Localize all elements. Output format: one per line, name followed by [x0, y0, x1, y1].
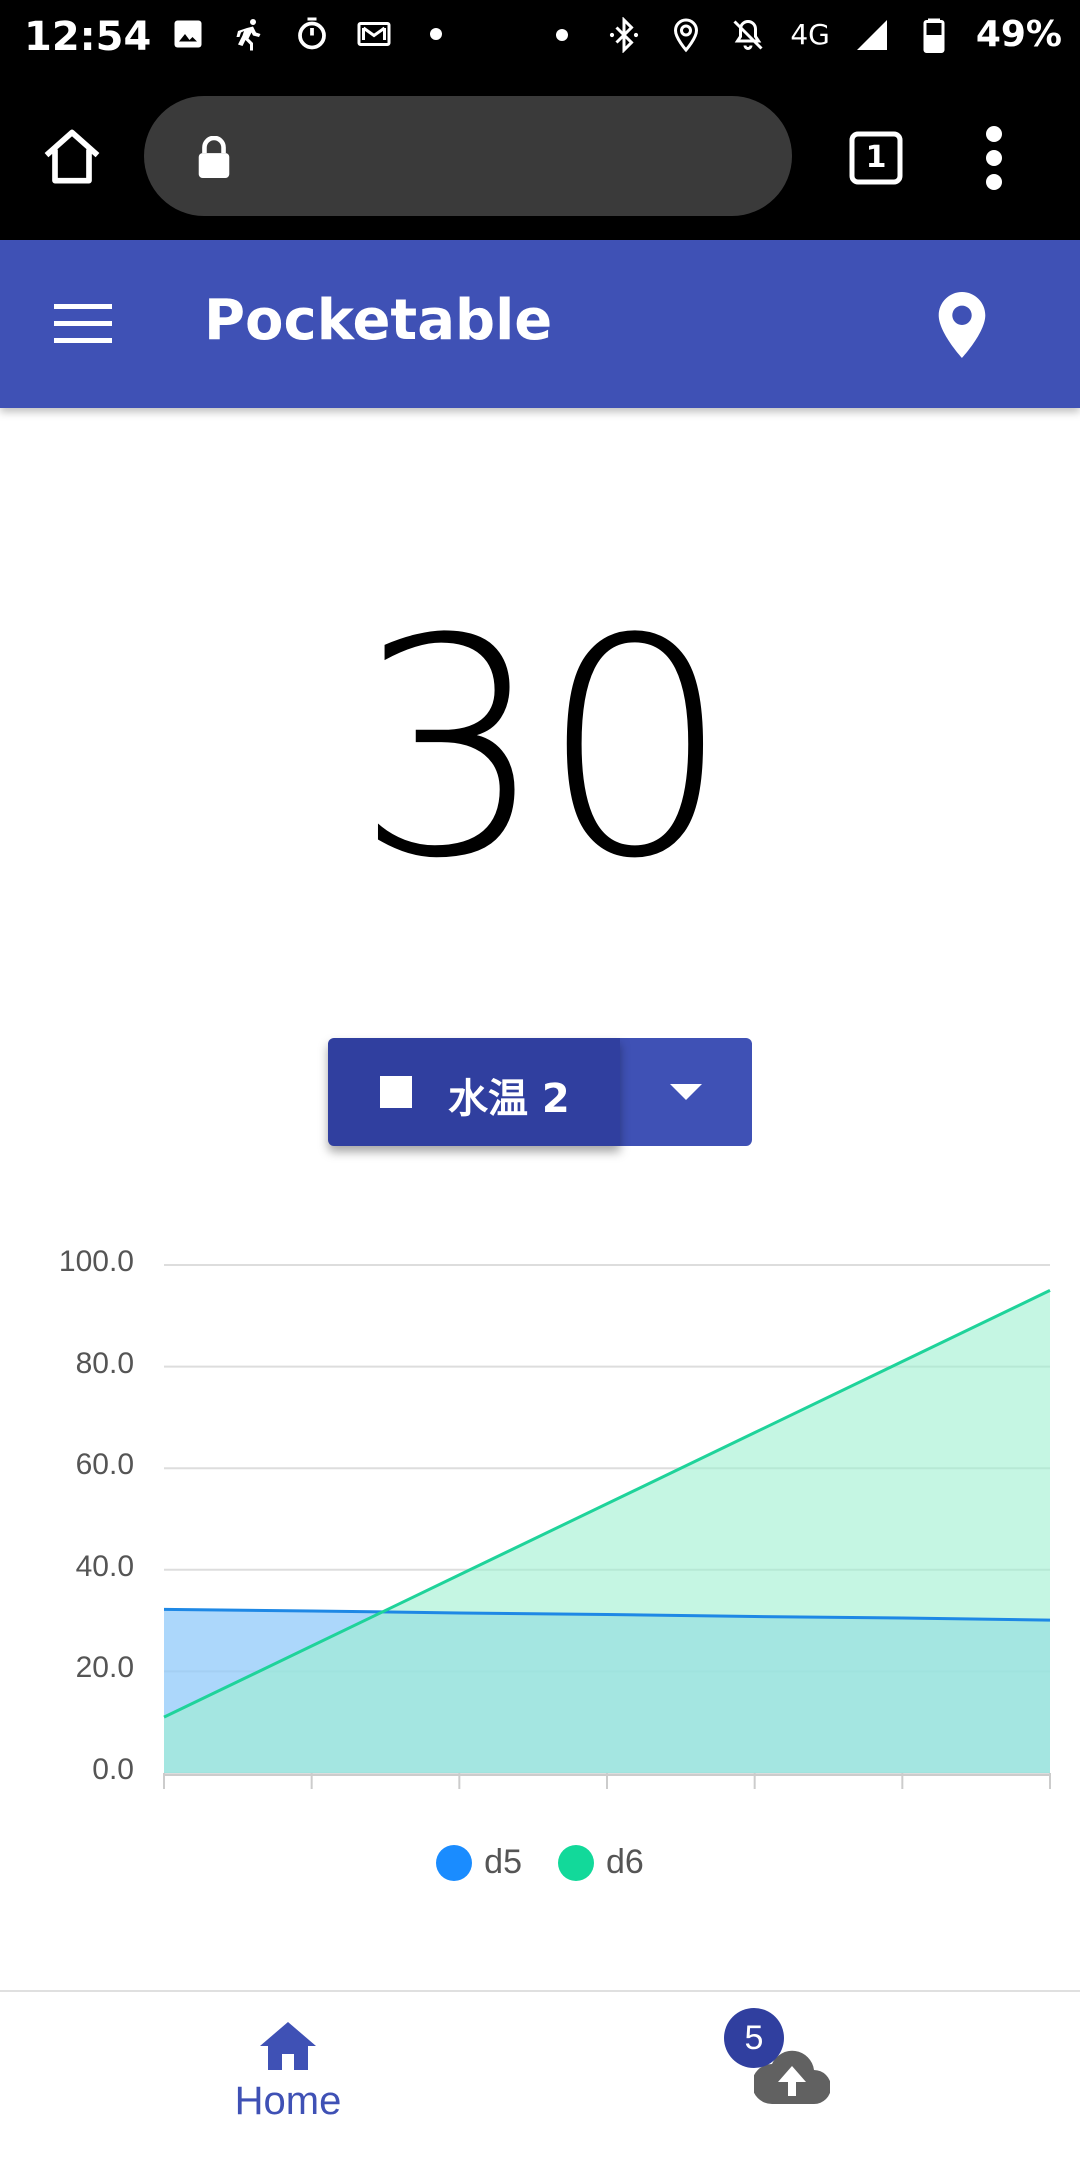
nav-upload[interactable]: 5: [722, 2008, 842, 2128]
y-tick-label: 80.0: [75, 1346, 134, 1380]
current-value: 30: [355, 575, 731, 924]
url-bar[interactable]: [144, 96, 792, 216]
more-options-icon[interactable]: [980, 124, 1008, 192]
legend-dot: [436, 1844, 473, 1881]
battery-percent: 49%: [975, 14, 1062, 55]
app-title: Pocketable: [204, 288, 553, 353]
dot-icon: [542, 15, 582, 55]
nav-home-label: Home: [234, 2079, 342, 2123]
network-type: 4G: [790, 18, 830, 51]
location-pin-icon[interactable]: [938, 292, 986, 358]
sensor-dropdown-button[interactable]: [620, 1038, 752, 1146]
stop-icon: [380, 1076, 412, 1108]
battery-icon: [914, 15, 954, 55]
series-area-d6: [164, 1290, 1050, 1773]
bluetooth-icon: [604, 15, 644, 55]
signal-icon: [852, 15, 892, 55]
stopwatch-icon: [292, 14, 332, 54]
sensor-selector: 水温 2: [328, 1038, 752, 1146]
caret-down-icon: [670, 1084, 702, 1100]
series-line-d5: [163, 1607, 1051, 1622]
y-tick-label: 20.0: [75, 1651, 134, 1685]
legend-item-d6[interactable]: d6: [558, 1843, 644, 1882]
upload-count-badge: 5: [724, 2008, 784, 2068]
legend-label: d5: [484, 1843, 522, 1881]
y-tick-label: 0.0: [92, 1753, 134, 1786]
tab-count: 1: [865, 140, 887, 175]
cloud-upload-icon: [754, 2050, 830, 2104]
series-line-d6: [163, 1289, 1051, 1719]
nav-home[interactable]: Home: [188, 2020, 388, 2140]
running-icon: [230, 14, 270, 54]
legend-item-d5[interactable]: d5: [436, 1843, 522, 1882]
tab-switcher-button[interactable]: 1: [848, 130, 904, 186]
legend-dot: [558, 1844, 594, 1881]
app-bar: Pocketable: [0, 240, 1080, 408]
status-time: 12:54: [24, 14, 152, 60]
legend-label: d6: [606, 1843, 644, 1881]
location-icon: [666, 15, 706, 55]
chart-plot: [163, 1264, 1051, 1789]
chart-legend: d5 d6: [0, 1843, 1080, 1882]
image-icon: [168, 14, 208, 54]
browser-toolbar: 1: [0, 72, 1080, 240]
sensor-label: 水温 2: [448, 1076, 570, 1122]
bottom-navigation: Home 5: [0, 1990, 1080, 2162]
sensor-button[interactable]: 水温 2: [328, 1038, 620, 1146]
mute-icon: [728, 15, 768, 55]
y-tick-label: 40.0: [75, 1549, 134, 1583]
line-chart: 100.0 80.0 60.0 40.0 20.0 0.0: [0, 1220, 1080, 1920]
mail-icon: [354, 14, 394, 54]
y-tick-label: 60.0: [75, 1448, 134, 1482]
tabs-icon: [849, 131, 903, 185]
dot-icon: [416, 14, 456, 54]
y-tick-label: 100.0: [58, 1245, 134, 1278]
status-bar: 12:54 4G: [0, 0, 1080, 72]
home-icon[interactable]: [38, 124, 106, 192]
home-icon: [260, 2022, 316, 2070]
hamburger-menu-icon[interactable]: [54, 302, 112, 346]
lock-icon: [198, 136, 230, 178]
